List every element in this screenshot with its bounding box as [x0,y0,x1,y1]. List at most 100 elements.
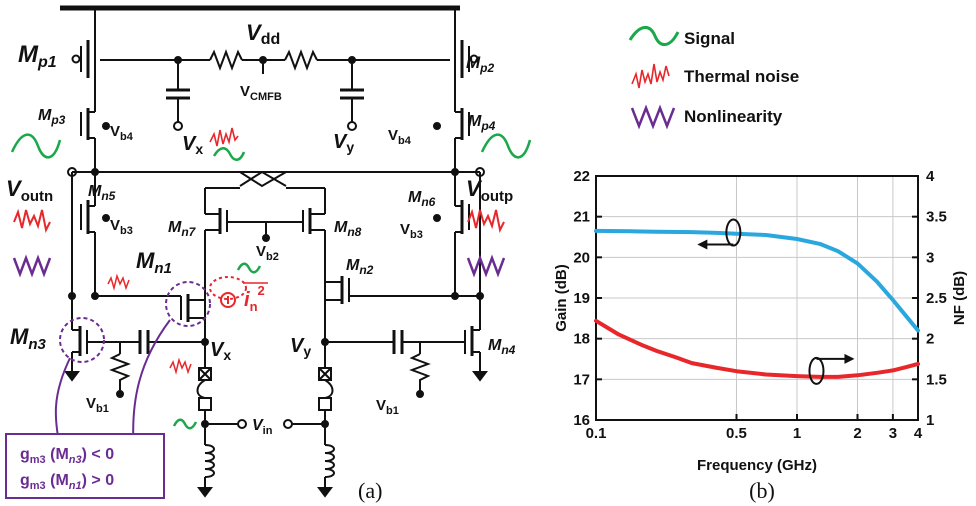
resistor-cmfb-right [284,49,318,71]
y2-tick-label: 3.5 [926,209,947,226]
y2-tick-label: 2 [926,331,934,348]
label-vb3-right: Vb3 [400,221,423,241]
label-mn7: Mn7 [168,219,197,239]
signal-wave-vin [172,418,198,430]
label-vin: Vin [252,417,273,437]
y-tick-label: 16 [573,412,590,429]
label-vdd: Vdd [246,20,280,48]
label-mp4: Mp4 [468,113,496,133]
transistor-mn6 [433,172,470,296]
caption-b: (b) [749,478,775,503]
nonlinearity-wave-right [466,254,506,278]
resistor-vb1-right [409,353,431,392]
x-axis-label: Frequency (GHz) [697,457,817,474]
label-noise-current: in2 [244,283,265,314]
legend-nonlinearity-icon [630,104,676,130]
circuit-schematic [54,5,488,498]
noise-wave-vx [209,127,239,147]
series-line-nf [594,318,920,379]
y2-tick-label: 2.5 [926,290,947,307]
y-axis-label: Gain (dB) [553,264,570,332]
label-mn6: Mn6 [408,189,436,209]
nf-axis-arrowhead [844,353,855,364]
x-tick-label: 3 [889,425,897,442]
label-mp3: Mp3 [38,107,66,127]
y2-tick-label: 4 [926,168,935,185]
circuit-labels: Vdd Mp1 Mp2 Mp3 Mp4 Vb4 Vb4 VCMFB Vx Vy … [6,20,516,503]
y-tick-label: 22 [573,168,590,185]
caption-a: (a) [358,478,382,503]
inductor-left [204,444,215,478]
noise-wave-left [13,208,51,234]
nonlinearity-wave-left [12,254,52,278]
x-tick-label: 2 [853,425,861,442]
signal-wave-left [10,133,62,159]
label-mn5: Mn5 [88,183,116,203]
legend-signal-label: Signal [684,29,735,48]
legend-signal-icon [628,26,680,46]
resistor-cmfb-left [209,49,243,71]
label-voutn: Voutn [6,176,53,205]
gm3-box: gm3 (Mn3) < 0 gm3 (Mn1) > 0 [5,433,165,499]
noise-current-source [209,276,247,308]
y-tick-label: 17 [573,371,590,388]
mn3-highlight-circle [59,317,105,363]
noise-wave-right [467,208,505,234]
label-vx-top: Vx [182,133,203,157]
transistor-mp3 [80,80,110,172]
label-mn1: Mn1 [136,248,172,277]
label-vb2: Vb2 [256,243,279,263]
label-vb4-right: Vb4 [388,127,412,147]
y-tick-label: 20 [573,249,590,266]
label-mp1: Mp1 [18,41,57,71]
transistor-mp4 [433,80,470,172]
legend-nonlinearity-label: Nonlinearity [684,107,783,126]
signal-wave-vx [212,147,246,161]
y2-tick-label: 1.5 [926,371,947,388]
label-mn2: Mn2 [346,257,374,277]
series-line-gain [594,228,920,333]
y2-axis-label: NF (dB) [951,271,968,325]
label-mn8: Mn8 [334,219,362,239]
label-mp2: Mp2 [466,53,495,75]
legend-thermal-noise-label: Thermal noise [684,67,799,86]
x-tick-label: 0.5 [726,425,747,442]
label-mn3: Mn3 [10,324,46,353]
label-vy-top: Vy [333,131,354,155]
signal-wave-mn1 [236,262,262,274]
inductor-right [324,444,335,478]
gm3-line-2: gm3 (Mn1) > 0 [20,472,114,492]
x-tick-label: 1 [793,425,801,442]
mn1-highlight-circle [165,281,211,327]
y2-tick-label: 1 [926,412,934,429]
noise-wave-mn3 [169,357,192,375]
label-vb1-right: Vb1 [376,397,399,417]
legend-thermal-noise-icon [631,63,670,89]
label-vb1-left: Vb1 [86,395,109,415]
resistor-vb1-left [109,353,131,392]
y-tick-label: 21 [573,209,590,226]
transistor-mn3 [64,296,88,382]
gm3-line-1: gm3 (Mn3) < 0 [20,446,114,466]
x-tick-label: 4 [914,425,923,442]
noise-wave-mn1 [107,273,130,291]
label-vb3-left: Vb3 [110,217,133,237]
transistor-mp2 [454,38,479,80]
label-voutp: Voutp [466,176,513,205]
y2-tick-label: 3 [926,249,934,266]
label-vx-bottom: Vx [210,339,231,363]
label-vy-bottom: Vy [290,335,311,359]
label-mn4: Mn4 [488,337,516,357]
transistor-mn8 [302,208,326,268]
waveform-glyphs [10,127,532,430]
label-vcmfb: VCMFB [240,83,282,103]
y-tick-label: 18 [573,331,590,348]
transistor-mp1 [71,38,96,80]
transistor-mn1 [95,292,206,344]
y-tick-label: 19 [573,290,590,307]
x-tick-label: 0.1 [586,425,607,442]
label-vb4-left: Vb4 [110,123,134,143]
